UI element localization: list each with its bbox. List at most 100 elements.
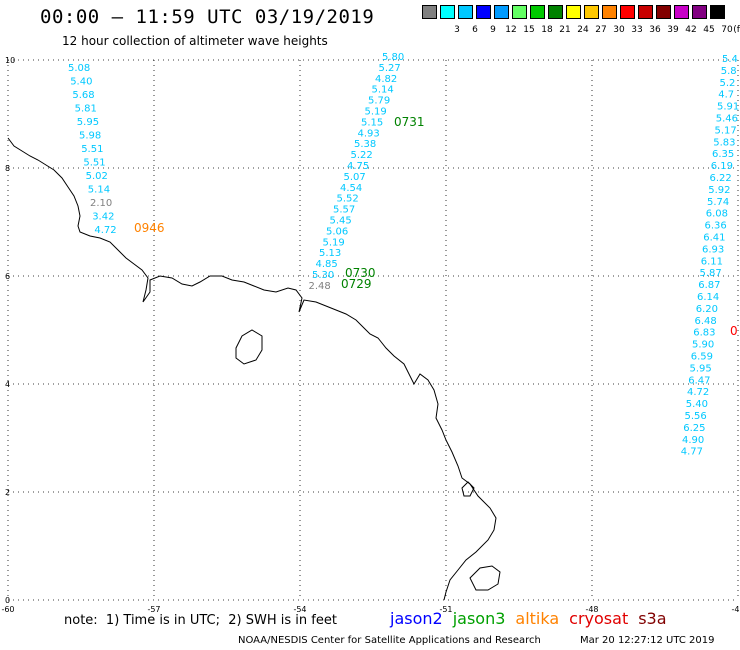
satellite-name: jason2: [390, 609, 443, 628]
wave-height-value: 4.93: [358, 128, 380, 139]
wave-height-value: 5.95: [77, 117, 99, 128]
wave-height-value: 5.51: [81, 144, 103, 155]
legend-label: 45: [703, 25, 715, 35]
wave-height-value: 4.85: [316, 259, 338, 270]
legend-label: 21: [559, 25, 571, 35]
wave-height-value: 5.98: [79, 131, 101, 142]
legend-swatch: [602, 5, 617, 19]
legend-label: 70: [721, 25, 733, 35]
satellite-name: cryosat: [569, 609, 629, 628]
wave-height-value: 5.91: [717, 102, 739, 113]
wave-height-value: 5.13: [319, 248, 341, 259]
axis-ticks: -60 -57 -54 -51 -48 -45 0 2 4 6 8 10: [1, 56, 740, 614]
wave-height-value: 6.41: [703, 233, 725, 244]
pass-time-label: 0946: [134, 221, 165, 235]
legend-swatch: [566, 5, 581, 19]
pass-time-label: 0729: [341, 277, 372, 291]
wave-height-value: 5.46: [716, 114, 738, 125]
page-title: 00:00 – 11:59 UTC 03/19/2019: [40, 6, 375, 28]
wave-height-value: 5.8: [721, 66, 737, 77]
wave-height-value: 6.20: [696, 304, 718, 315]
islet: [461, 481, 475, 497]
wave-height-value: 4.75: [347, 161, 369, 172]
y-tick-label: 0: [5, 596, 10, 605]
wave-height-value: 5.68: [72, 90, 94, 101]
x-tick-label: -54: [293, 605, 306, 614]
y-tick-label: 10: [5, 56, 15, 65]
wave-height-value: 2.10: [90, 198, 112, 209]
wave-height-value: 4.72: [687, 387, 709, 398]
legend-label: 6: [472, 25, 478, 35]
wave-height-value: 4.90: [682, 435, 704, 446]
wave-height-value: 5.30: [312, 270, 334, 281]
legend-unit: (ft): [733, 25, 740, 35]
y-tick-label: 2: [5, 488, 10, 497]
wave-height-value: 6.87: [698, 280, 720, 291]
x-tick-label: -51: [439, 605, 452, 614]
coastline: [7, 137, 497, 601]
wave-height-value: 5.45: [330, 216, 352, 227]
wave-height-value: 6.83: [693, 328, 715, 339]
wave-height-value: 5.92: [708, 185, 730, 196]
wave-height-value: 5.19: [323, 237, 345, 248]
legend-label: 33: [631, 25, 643, 35]
wave-height-value: 5.90: [692, 340, 714, 351]
legend-swatch: [638, 5, 653, 19]
wave-height-value: 3.42: [92, 212, 114, 223]
wave-height-value: 5.27: [379, 63, 401, 74]
wave-height-value: 4.54: [340, 183, 362, 194]
track-middle: 5.805.274.825.145.795.195.154.935.385.22…: [309, 52, 425, 292]
wave-height-value: 5.81: [75, 104, 97, 115]
wave-height-value: 6.93: [702, 244, 724, 255]
legend-label: 18: [541, 25, 553, 35]
legend-swatch: [512, 5, 527, 19]
wave-height-value: 2.48: [309, 281, 331, 292]
legend-swatch: [674, 5, 689, 19]
legend-label: 3: [454, 25, 460, 35]
wave-height-value: 6.25: [683, 423, 705, 434]
y-tick-label: 4: [5, 380, 10, 389]
wave-height-value: 5.19: [365, 107, 387, 118]
wave-height-value: 5.38: [354, 139, 376, 150]
legend-label: 9: [490, 25, 496, 35]
wave-height-value: 6.11: [701, 256, 723, 267]
wave-height-value: 5.51: [83, 158, 105, 169]
wave-height-value: 5.15: [361, 117, 383, 128]
wave-height-value: 6.35: [712, 149, 734, 160]
x-tick-label: -60: [1, 605, 14, 614]
legend-swatch: [494, 5, 509, 19]
wave-height-value: 5.07: [344, 172, 366, 183]
wave-height-value: 5.17: [715, 125, 737, 136]
wave-height-value: 6.48: [695, 316, 717, 327]
pass-time-label: 0730: [345, 266, 376, 280]
legend-label: 30: [613, 25, 625, 35]
wave-height-value: 6.47: [688, 375, 710, 386]
legend-swatch: [530, 5, 545, 19]
wave-height-value: 5.95: [690, 363, 712, 374]
track-left: 5.08 5.40 5.68 5.81 5.95 5.98 5.51 5.51 5.02 5.14…: [68, 63, 165, 236]
pass-time-label: 0: [730, 324, 738, 338]
wave-height-value: 5.52: [337, 194, 359, 205]
wave-height-value: 6.22: [710, 173, 732, 184]
graticule: [7, 59, 739, 601]
marajo-island: [469, 565, 501, 591]
wave-height-value: 6.19: [711, 161, 733, 172]
wave-height-value: 5.57: [333, 205, 355, 216]
credit-line: NOAA/NESDIS Center for Satellite Applica…: [238, 635, 541, 646]
legend-swatch: [584, 5, 599, 19]
wave-height-value: 5.40: [70, 77, 92, 88]
legend-swatch: [548, 5, 563, 19]
wave-height-value: 5.06: [326, 226, 348, 237]
wave-height-value: 5.40: [686, 399, 708, 410]
legend-swatch: [440, 5, 455, 19]
satellite-name: s3a: [638, 609, 667, 628]
satellite-key: jason2 jason3 altika cryosat s3a: [390, 609, 677, 628]
x-tick-label: -45: [731, 605, 740, 614]
wave-height-value: 5.87: [700, 268, 722, 279]
track-right: 5.45.85.24.75.915.465.175.836.356.196.22…: [681, 54, 740, 458]
wave-height-value: 5.56: [685, 411, 707, 422]
wave-height-value: 4.77: [681, 447, 703, 458]
page-subtitle: 12 hour collection of altimeter wave hei…: [62, 34, 328, 48]
island: [235, 329, 263, 365]
